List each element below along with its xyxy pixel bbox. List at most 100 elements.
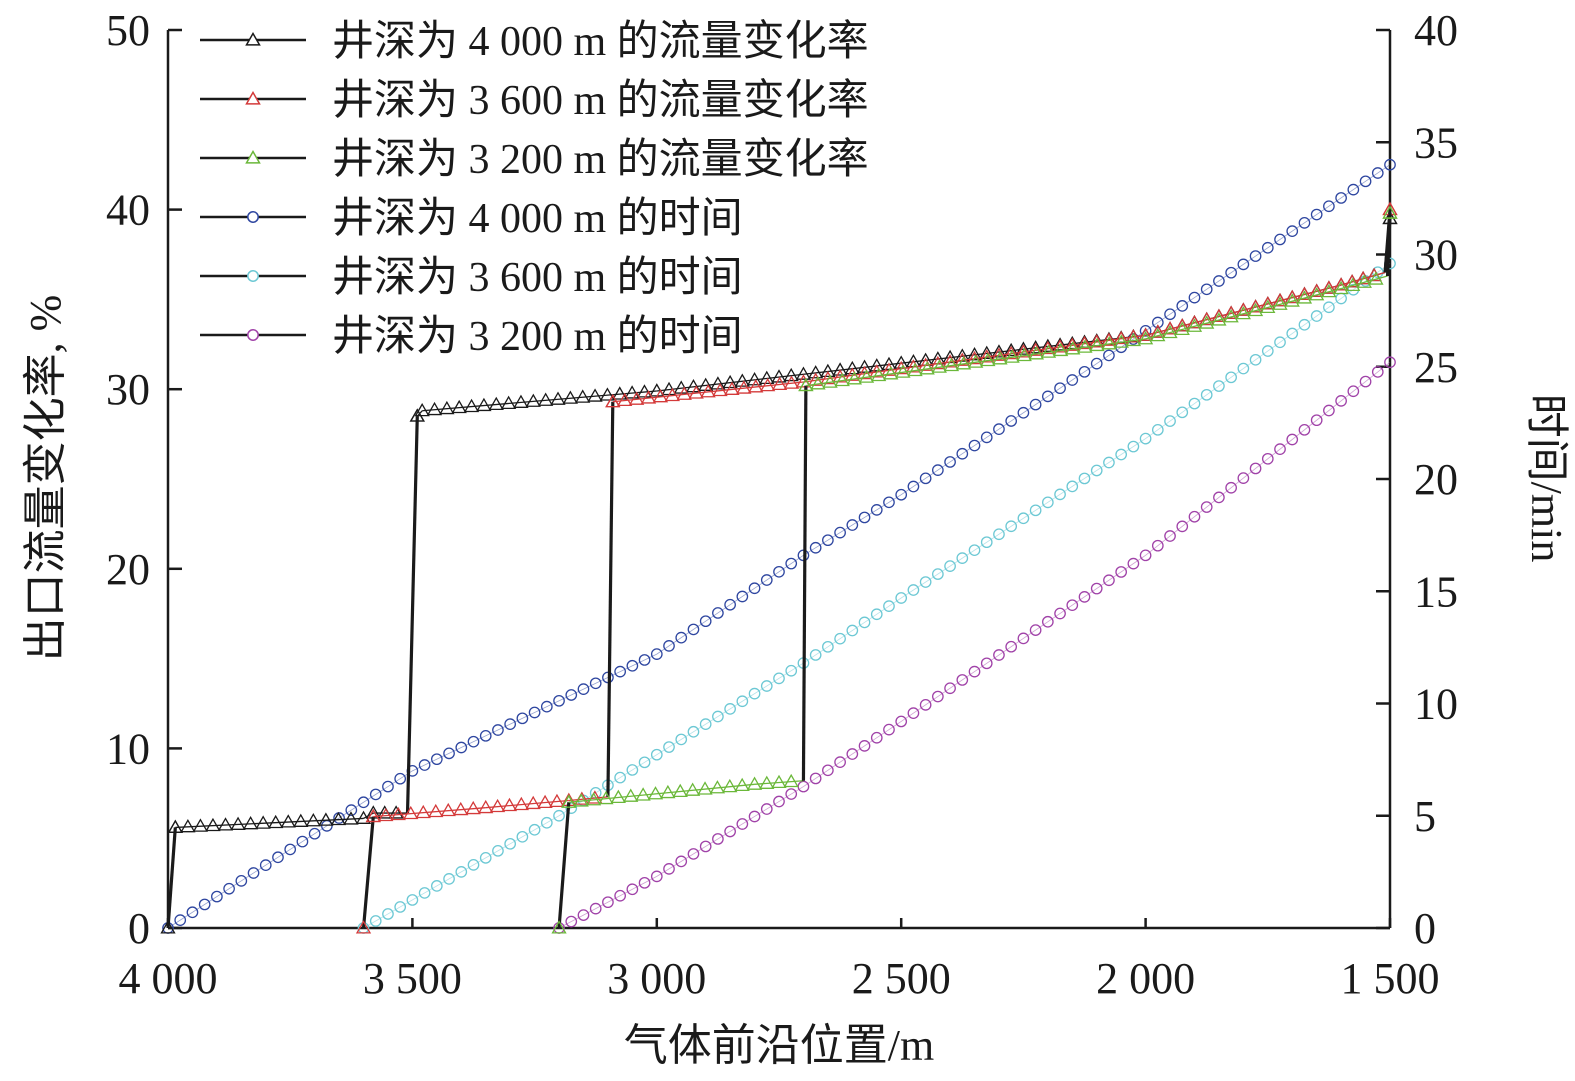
data-marker — [956, 552, 969, 564]
data-marker — [746, 776, 763, 790]
data-marker — [1213, 275, 1225, 287]
data-marker — [760, 377, 776, 392]
jump-segment — [801, 385, 808, 781]
data-marker — [760, 574, 773, 586]
data-marker — [676, 386, 692, 400]
data-marker — [980, 431, 993, 444]
data-marker — [561, 794, 577, 808]
data-marker — [1174, 321, 1190, 336]
data-marker — [1125, 329, 1142, 343]
data-marker — [333, 812, 345, 824]
data-marker — [180, 819, 196, 833]
data-marker — [587, 388, 603, 402]
x-tick-label: 3 500 — [363, 954, 462, 1003]
data-marker — [1213, 380, 1225, 392]
ticks-layer: 4 000 3 500 3 000 2 500 2 000 1 5000102030405… — [106, 6, 1458, 1003]
data-marker — [551, 920, 567, 934]
data-marker — [1016, 347, 1032, 362]
data-marker — [1101, 336, 1117, 350]
y-right-tick-label: 5 — [1414, 792, 1436, 841]
data-marker — [440, 802, 456, 817]
data-marker — [1066, 480, 1079, 493]
legend-item: 井深为 3 200 m 的时间 — [200, 314, 743, 360]
data-marker — [1200, 501, 1213, 513]
data-marker — [1200, 388, 1213, 401]
x-axis-title: 气体前沿位置/m — [624, 1021, 934, 1070]
data-marker — [846, 748, 859, 760]
data-marker — [614, 771, 626, 784]
data-marker — [1261, 452, 1274, 465]
data-marker — [345, 804, 358, 816]
data-marker — [525, 393, 541, 407]
data-marker — [968, 665, 981, 678]
x-tick-label: 4 000 — [119, 954, 218, 1003]
data-marker — [1260, 299, 1276, 314]
series-line-segment — [485, 799, 569, 809]
data-marker — [722, 778, 738, 793]
data-marker — [993, 528, 1005, 541]
x-tick-label: 3 000 — [607, 954, 706, 1003]
legend-marker — [247, 329, 259, 341]
data-marker — [500, 395, 517, 409]
data-marker — [1298, 423, 1311, 436]
data-marker — [1272, 296, 1288, 310]
data-marker — [943, 357, 960, 372]
data-marker — [785, 788, 798, 800]
data-marker — [687, 623, 700, 636]
data-marker — [1249, 462, 1262, 475]
jump-segment — [361, 816, 375, 929]
data-marker — [617, 392, 633, 407]
data-marker — [991, 347, 1007, 361]
data-marker — [638, 654, 651, 666]
data-marker — [773, 672, 785, 685]
data-marker — [467, 859, 480, 871]
data-marker — [205, 817, 221, 832]
legend-item: 井深为 3 600 m 的流量变化率 — [200, 77, 869, 124]
data-marker — [907, 584, 920, 596]
data-marker — [1309, 283, 1325, 297]
data-marker — [1164, 415, 1176, 427]
data-marker — [736, 818, 749, 830]
data-marker — [575, 389, 591, 403]
data-marker — [626, 764, 639, 776]
data-marker — [478, 799, 494, 814]
data-marker — [1199, 315, 1215, 329]
data-marker — [1384, 356, 1396, 369]
data-marker — [1017, 406, 1030, 419]
data-marker — [1054, 382, 1066, 395]
data-marker — [783, 367, 799, 382]
data-marker — [428, 803, 444, 818]
data-marker — [1260, 296, 1276, 310]
data-marker — [1272, 292, 1288, 307]
data-marker — [1150, 327, 1166, 342]
data-marker — [538, 392, 554, 406]
data-marker — [1041, 390, 1054, 403]
data-marker — [1150, 324, 1166, 338]
jump-segment — [166, 827, 177, 929]
data-marker — [1237, 362, 1250, 375]
data-marker — [869, 358, 885, 372]
data-marker — [809, 649, 822, 661]
y-right-axis-title: 时间/min — [1522, 394, 1571, 563]
data-marker — [1005, 415, 1018, 427]
data-marker — [736, 380, 752, 394]
data-marker — [305, 813, 321, 827]
data-marker — [430, 753, 443, 766]
data-marker — [663, 741, 675, 753]
data-marker — [1090, 357, 1103, 370]
data-marker — [272, 851, 284, 864]
data-marker — [687, 725, 700, 738]
data-marker — [1040, 338, 1056, 352]
data-marker — [1065, 341, 1081, 355]
legend-label: 井深为 3 200 m 的流量变化率 — [332, 136, 869, 183]
data-marker — [308, 827, 321, 840]
data-marker — [394, 901, 407, 913]
data-marker — [663, 863, 675, 875]
data-marker — [492, 724, 504, 736]
data-marker — [919, 361, 935, 375]
data-marker — [174, 914, 187, 926]
data-marker — [589, 677, 602, 690]
series-line — [363, 263, 1391, 929]
data-marker — [540, 816, 553, 829]
